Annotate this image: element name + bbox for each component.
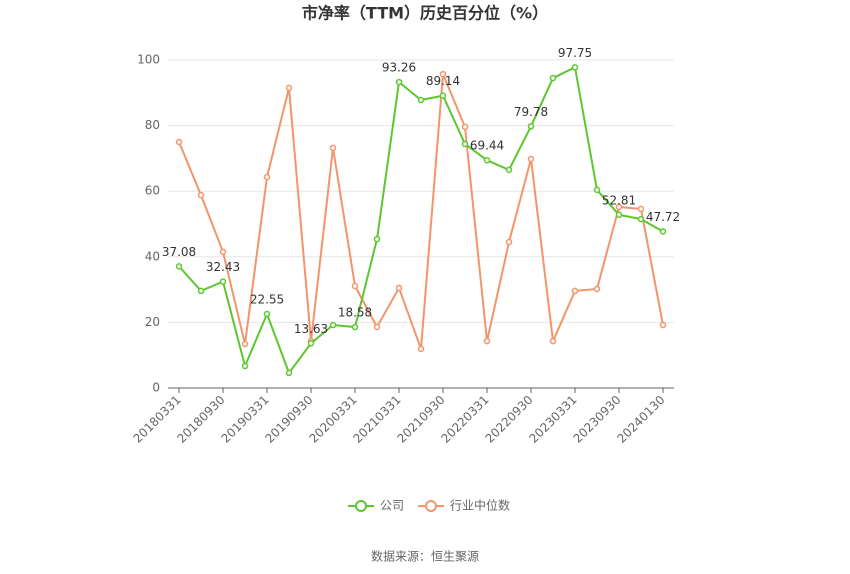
point [593, 285, 601, 293]
series-line [178, 73, 664, 350]
data-label: 69.44 [470, 139, 504, 153]
point [241, 340, 249, 348]
point [373, 235, 381, 243]
data-label: 37.08 [162, 245, 196, 259]
data-label: 13.63 [294, 322, 328, 336]
data-label: 18.58 [338, 306, 372, 320]
point [571, 287, 579, 295]
point [659, 228, 667, 235]
y-tick-label: 80 [145, 118, 160, 132]
point [175, 263, 183, 270]
data-label: 93.26 [382, 61, 416, 75]
point [263, 173, 271, 181]
y-tick-label: 40 [145, 249, 160, 263]
data-label: 47.72 [646, 210, 680, 224]
chart-title: 市净率（TTM）历史百分位（%） [302, 4, 548, 23]
point [461, 123, 469, 131]
point [329, 144, 337, 152]
point [637, 215, 645, 223]
point [285, 369, 293, 377]
y-tick-label: 60 [145, 184, 160, 198]
point [439, 92, 447, 99]
point [637, 205, 645, 213]
y-tick-label: 0 [152, 381, 160, 395]
point [263, 310, 271, 318]
point [505, 238, 513, 246]
data-label: 22.55 [250, 293, 284, 307]
point [219, 248, 227, 256]
data-label: 97.75 [558, 46, 592, 60]
legend-label: 公司 [380, 499, 404, 513]
point [219, 278, 227, 285]
point [417, 345, 425, 353]
point [439, 70, 447, 78]
point [351, 323, 359, 331]
point [241, 362, 249, 370]
point [483, 337, 491, 345]
source: 数据来源：恒生聚源 [371, 549, 479, 564]
y-tick-label: 20 [145, 315, 160, 329]
point [461, 140, 469, 148]
point [395, 284, 403, 292]
point [527, 155, 535, 163]
point [197, 287, 205, 295]
point [615, 211, 623, 219]
point [417, 96, 425, 104]
point [571, 64, 579, 71]
point [329, 321, 337, 329]
data-label: 79.78 [514, 105, 548, 119]
point [285, 84, 293, 92]
point [505, 166, 513, 174]
data-label: 52.81 [602, 193, 636, 207]
point [659, 321, 667, 329]
data-label: 32.43 [206, 260, 240, 274]
point [307, 340, 315, 347]
point [549, 74, 557, 82]
point [549, 337, 557, 345]
point [351, 282, 359, 290]
x-tick-label: 20240130 [615, 393, 668, 446]
point [197, 191, 205, 199]
legend-marker [425, 500, 437, 512]
point [175, 138, 183, 146]
legend-marker [355, 500, 367, 512]
point [527, 123, 535, 130]
point [593, 186, 601, 194]
series-line [178, 65, 664, 375]
point [395, 78, 403, 86]
y-tick-label: 100 [137, 53, 160, 67]
point [615, 203, 623, 211]
data-label: 89.14 [426, 74, 460, 88]
point [373, 323, 381, 331]
legend-label: 行业中位数 [450, 498, 510, 513]
point [483, 156, 491, 164]
